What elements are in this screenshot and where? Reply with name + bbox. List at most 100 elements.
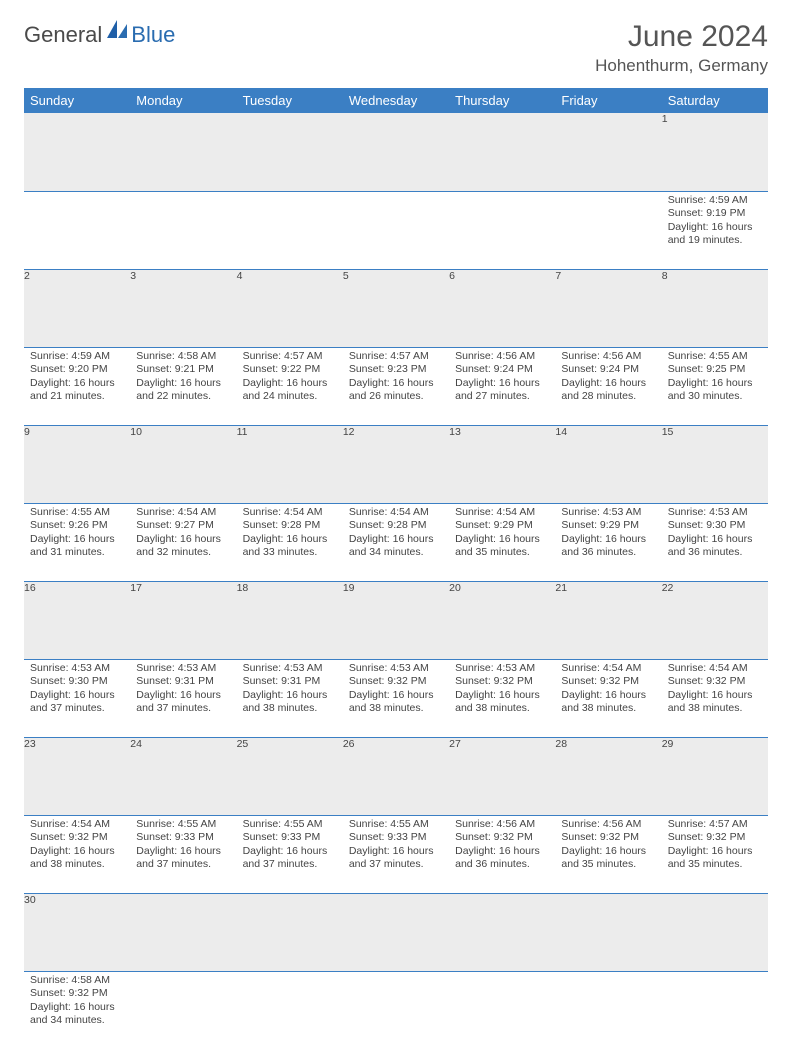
day-number-row: 16171819202122 <box>24 581 768 659</box>
day-content: Sunrise: 4:55 AMSunset: 9:33 PMDaylight:… <box>130 816 236 877</box>
day-cell: Sunrise: 4:57 AMSunset: 9:22 PMDaylight:… <box>237 347 343 425</box>
day-cell <box>237 191 343 269</box>
sunset-text: Sunset: 9:32 PM <box>455 831 549 845</box>
day-number-cell: 3 <box>130 269 236 347</box>
daylight-text: Daylight: 16 hours and 38 minutes. <box>668 689 762 716</box>
day-cell: Sunrise: 4:59 AMSunset: 9:20 PMDaylight:… <box>24 347 130 425</box>
day-number-cell: 6 <box>449 269 555 347</box>
day-content: Sunrise: 4:56 AMSunset: 9:32 PMDaylight:… <box>555 816 661 877</box>
day-content: Sunrise: 4:56 AMSunset: 9:24 PMDaylight:… <box>449 348 555 409</box>
daylight-text: Daylight: 16 hours and 35 minutes. <box>455 533 549 560</box>
sunrise-text: Sunrise: 4:58 AM <box>30 974 124 988</box>
sunrise-text: Sunrise: 4:58 AM <box>136 350 230 364</box>
day-number-cell <box>24 113 130 191</box>
sunset-text: Sunset: 9:32 PM <box>668 831 762 845</box>
day-content: Sunrise: 4:56 AMSunset: 9:24 PMDaylight:… <box>555 348 661 409</box>
sunset-text: Sunset: 9:20 PM <box>30 363 124 377</box>
day-number-cell: 2 <box>24 269 130 347</box>
daylight-text: Daylight: 16 hours and 36 minutes. <box>561 533 655 560</box>
day-cell <box>237 971 343 1049</box>
daylight-text: Daylight: 16 hours and 36 minutes. <box>668 533 762 560</box>
day-number-cell: 9 <box>24 425 130 503</box>
day-content: Sunrise: 4:59 AMSunset: 9:19 PMDaylight:… <box>662 192 768 253</box>
day-cell <box>555 971 661 1049</box>
day-number-cell: 8 <box>662 269 768 347</box>
day-content: Sunrise: 4:54 AMSunset: 9:29 PMDaylight:… <box>449 504 555 565</box>
sunrise-text: Sunrise: 4:56 AM <box>561 350 655 364</box>
day-cell: Sunrise: 4:57 AMSunset: 9:32 PMDaylight:… <box>662 815 768 893</box>
day-content: Sunrise: 4:53 AMSunset: 9:30 PMDaylight:… <box>662 504 768 565</box>
day-content: Sunrise: 4:53 AMSunset: 9:32 PMDaylight:… <box>343 660 449 721</box>
daylight-text: Daylight: 16 hours and 28 minutes. <box>561 377 655 404</box>
day-cell <box>343 191 449 269</box>
sunrise-text: Sunrise: 4:59 AM <box>30 350 124 364</box>
sunset-text: Sunset: 9:19 PM <box>668 207 762 221</box>
day-number-row: 2345678 <box>24 269 768 347</box>
sunrise-text: Sunrise: 4:56 AM <box>455 350 549 364</box>
location-label: Hohenthurm, Germany <box>595 56 768 76</box>
daylight-text: Daylight: 16 hours and 35 minutes. <box>668 845 762 872</box>
day-number-cell: 30 <box>24 893 130 971</box>
day-cell <box>662 971 768 1049</box>
day-number-cell: 22 <box>662 581 768 659</box>
daylight-text: Daylight: 16 hours and 37 minutes. <box>136 845 230 872</box>
sunset-text: Sunset: 9:32 PM <box>668 675 762 689</box>
day-cell: Sunrise: 4:54 AMSunset: 9:32 PMDaylight:… <box>555 659 661 737</box>
daylight-text: Daylight: 16 hours and 22 minutes. <box>136 377 230 404</box>
day-number-cell: 14 <box>555 425 661 503</box>
day-number-cell: 29 <box>662 737 768 815</box>
daylight-text: Daylight: 16 hours and 19 minutes. <box>668 221 762 248</box>
daylight-text: Daylight: 16 hours and 38 minutes. <box>30 845 124 872</box>
sunset-text: Sunset: 9:30 PM <box>668 519 762 533</box>
day-cell: Sunrise: 4:54 AMSunset: 9:29 PMDaylight:… <box>449 503 555 581</box>
day-number-cell <box>130 113 236 191</box>
sunset-text: Sunset: 9:31 PM <box>136 675 230 689</box>
title-block: June 2024 Hohenthurm, Germany <box>595 20 768 76</box>
day-content: Sunrise: 4:55 AMSunset: 9:25 PMDaylight:… <box>662 348 768 409</box>
sunrise-text: Sunrise: 4:55 AM <box>30 506 124 520</box>
daylight-text: Daylight: 16 hours and 31 minutes. <box>30 533 124 560</box>
day-content: Sunrise: 4:54 AMSunset: 9:28 PMDaylight:… <box>343 504 449 565</box>
daylight-text: Daylight: 16 hours and 34 minutes. <box>349 533 443 560</box>
sunrise-text: Sunrise: 4:53 AM <box>455 662 549 676</box>
sunset-text: Sunset: 9:24 PM <box>561 363 655 377</box>
sunset-text: Sunset: 9:32 PM <box>30 831 124 845</box>
sunrise-text: Sunrise: 4:57 AM <box>349 350 443 364</box>
day-cell: Sunrise: 4:55 AMSunset: 9:33 PMDaylight:… <box>130 815 236 893</box>
sunrise-text: Sunrise: 4:53 AM <box>136 662 230 676</box>
day-cell: Sunrise: 4:55 AMSunset: 9:26 PMDaylight:… <box>24 503 130 581</box>
day-number-row: 30 <box>24 893 768 971</box>
daylight-text: Daylight: 16 hours and 37 minutes. <box>30 689 124 716</box>
day-cell <box>24 191 130 269</box>
day-cell: Sunrise: 4:56 AMSunset: 9:24 PMDaylight:… <box>555 347 661 425</box>
day-cell: Sunrise: 4:55 AMSunset: 9:33 PMDaylight:… <box>343 815 449 893</box>
sunrise-text: Sunrise: 4:54 AM <box>561 662 655 676</box>
daylight-text: Daylight: 16 hours and 26 minutes. <box>349 377 443 404</box>
day-cell: Sunrise: 4:54 AMSunset: 9:27 PMDaylight:… <box>130 503 236 581</box>
daylight-text: Daylight: 16 hours and 37 minutes. <box>136 689 230 716</box>
day-number-cell: 16 <box>24 581 130 659</box>
sunrise-text: Sunrise: 4:55 AM <box>136 818 230 832</box>
day-number-cell: 13 <box>449 425 555 503</box>
day-number-cell <box>449 113 555 191</box>
day-cell <box>449 191 555 269</box>
daylight-text: Daylight: 16 hours and 33 minutes. <box>243 533 337 560</box>
day-number-cell: 19 <box>343 581 449 659</box>
day-cell: Sunrise: 4:54 AMSunset: 9:32 PMDaylight:… <box>24 815 130 893</box>
day-number-cell: 12 <box>343 425 449 503</box>
day-number-cell: 27 <box>449 737 555 815</box>
sunrise-text: Sunrise: 4:55 AM <box>243 818 337 832</box>
day-cell: Sunrise: 4:56 AMSunset: 9:24 PMDaylight:… <box>449 347 555 425</box>
sunset-text: Sunset: 9:32 PM <box>349 675 443 689</box>
day-content: Sunrise: 4:53 AMSunset: 9:32 PMDaylight:… <box>449 660 555 721</box>
sunset-text: Sunset: 9:32 PM <box>455 675 549 689</box>
sunset-text: Sunset: 9:28 PM <box>349 519 443 533</box>
day-number-cell: 25 <box>237 737 343 815</box>
day-content: Sunrise: 4:56 AMSunset: 9:32 PMDaylight:… <box>449 816 555 877</box>
sunset-text: Sunset: 9:24 PM <box>455 363 549 377</box>
day-number-cell <box>237 893 343 971</box>
sunrise-text: Sunrise: 4:56 AM <box>455 818 549 832</box>
day-cell: Sunrise: 4:59 AMSunset: 9:19 PMDaylight:… <box>662 191 768 269</box>
daylight-text: Daylight: 16 hours and 37 minutes. <box>349 845 443 872</box>
daylight-text: Daylight: 16 hours and 38 minutes. <box>455 689 549 716</box>
